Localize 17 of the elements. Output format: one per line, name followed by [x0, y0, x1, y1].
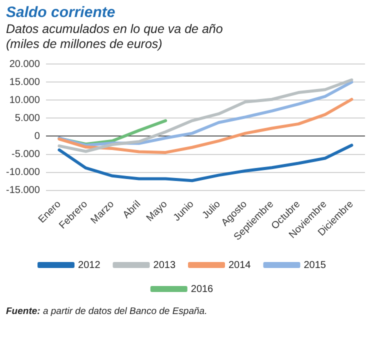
- y-tick-label: 20.000: [9, 58, 40, 70]
- y-tick-label: -10.000: [6, 167, 40, 178]
- legend-label: 2014: [228, 260, 252, 271]
- y-tick-label: -15.000: [6, 185, 40, 196]
- source-note: Fuente: a partir de datos del Banco de España.: [5, 305, 208, 319]
- y-tick-label: 5.000: [14, 112, 40, 124]
- legend-label: 2015: [304, 260, 326, 271]
- chart-title: Saldo corriente: [5, 3, 116, 21]
- legend-label: 2012: [78, 260, 101, 271]
- x-tick-label: Julio: [200, 198, 224, 222]
- chart-subtitle: Datos acumulados en lo que va de año (miles de millones de euros): [5, 21, 224, 52]
- legend-label: 2013: [153, 260, 176, 271]
- legend-label: 2016: [190, 284, 214, 295]
- y-tick-label: 10.000: [9, 94, 40, 106]
- y-tick-label: -5.000: [12, 149, 40, 160]
- y-tick-label: 0: [34, 130, 40, 142]
- y-tick-label: 15.000: [9, 76, 40, 88]
